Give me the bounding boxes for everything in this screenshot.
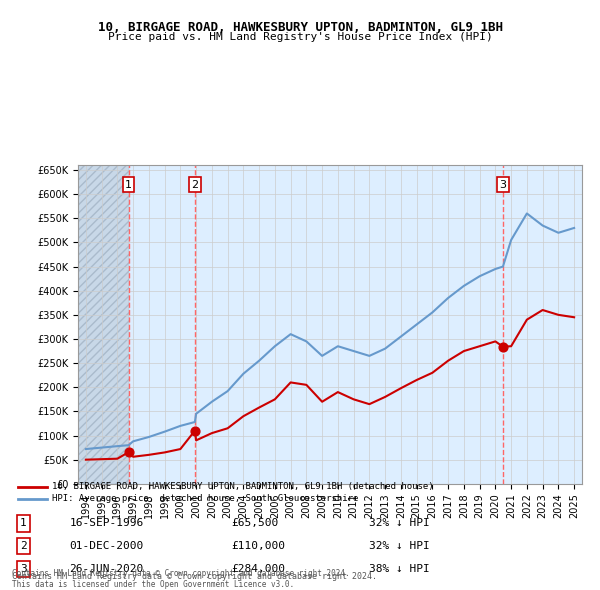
Text: 1: 1 — [125, 179, 132, 189]
Point — [124, 447, 133, 457]
Text: 10, BIRGAGE ROAD, HAWKESBURY UPTON, BADMINTON, GL9 1BH: 10, BIRGAGE ROAD, HAWKESBURY UPTON, BADM… — [97, 21, 503, 34]
Text: 3: 3 — [499, 179, 506, 189]
Text: Contains HM Land Registry data © Crown copyright and database right 2024.: Contains HM Land Registry data © Crown c… — [12, 572, 377, 581]
Point — [498, 342, 508, 352]
Text: £65,500: £65,500 — [231, 519, 278, 528]
Point — [190, 426, 200, 435]
Text: This data is licensed under the Open Government Licence v3.0.: This data is licensed under the Open Gov… — [12, 580, 294, 589]
Text: 10, BIRGAGE ROAD, HAWKESBURY UPTON, BADMINTON, GL9 1BH (detached house): 10, BIRGAGE ROAD, HAWKESBURY UPTON, BADM… — [52, 482, 434, 491]
Text: 16-SEP-1996: 16-SEP-1996 — [70, 519, 144, 528]
Text: HPI: Average price, detached house, South Gloucestershire: HPI: Average price, detached house, Sout… — [52, 494, 359, 503]
Text: £284,000: £284,000 — [231, 564, 285, 574]
Text: 32% ↓ HPI: 32% ↓ HPI — [369, 519, 430, 528]
Text: £110,000: £110,000 — [231, 541, 285, 551]
Bar — [78, 165, 128, 484]
Text: 2: 2 — [191, 179, 199, 189]
Text: 38% ↓ HPI: 38% ↓ HPI — [369, 564, 430, 574]
Text: 32% ↓ HPI: 32% ↓ HPI — [369, 541, 430, 551]
Text: 3: 3 — [20, 564, 27, 574]
Text: Price paid vs. HM Land Registry's House Price Index (HPI): Price paid vs. HM Land Registry's House … — [107, 32, 493, 42]
Bar — [78, 165, 128, 484]
Text: 2: 2 — [20, 541, 27, 551]
Text: 26-JUN-2020: 26-JUN-2020 — [70, 564, 144, 574]
Text: 01-DEC-2000: 01-DEC-2000 — [70, 541, 144, 551]
Text: Contains HM Land Registry data © Crown copyright and database right 2024.: Contains HM Land Registry data © Crown c… — [12, 569, 350, 578]
Text: 1: 1 — [20, 519, 27, 528]
